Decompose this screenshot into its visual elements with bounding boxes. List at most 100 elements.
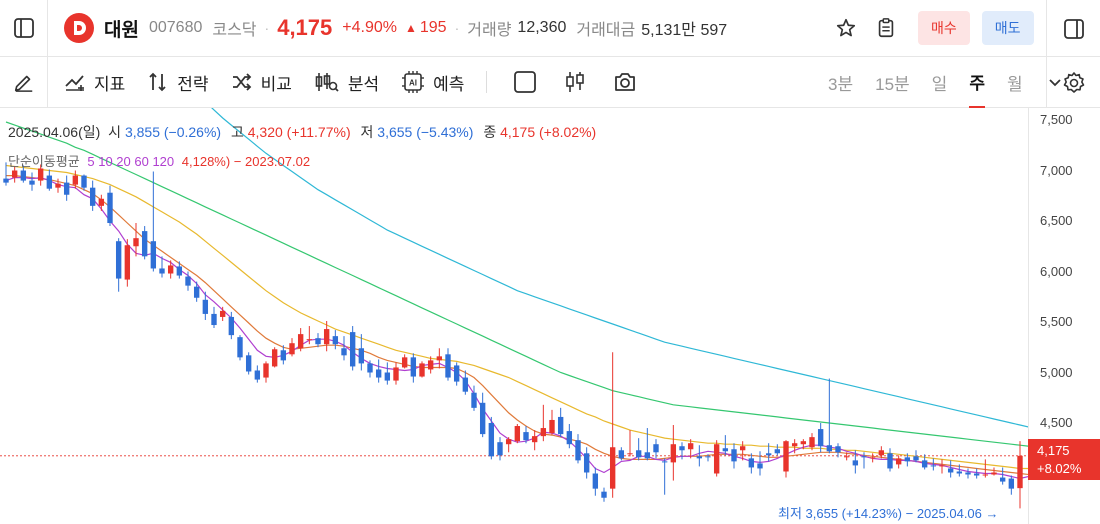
timeframe-week[interactable]: 주 [969,57,985,108]
right-panel-toggle-button[interactable] [1046,0,1100,57]
favorite-button[interactable] [828,10,864,46]
chart-settings-button[interactable] [1046,57,1100,108]
candle [419,361,425,378]
chart-toolbar: 지표 전략 비교 분석 AI 예측 3분 15분 일 [0,56,1100,108]
candle-body [167,265,174,274]
candle [89,180,96,211]
candle-body [774,449,781,454]
candle-body [731,449,737,462]
candle [627,430,633,457]
candle [601,487,607,502]
price-chart[interactable]: 7,500 7,000 6,500 6,000 5,500 5,000 4,500 2025… [0,108,1100,524]
open-value: 3,855 (−0.26%) [124,124,222,140]
chart-square-button[interactable] [507,64,543,100]
analysis-candles-icon [315,73,339,92]
star-icon [836,18,856,37]
candle-body [20,170,27,181]
candle [3,162,9,186]
candle [748,453,755,474]
candle [453,362,460,386]
indicator-tool[interactable]: 지표 [64,70,125,95]
timeframe-day[interactable]: 일 [931,75,948,94]
candle [81,174,87,191]
candle [991,467,997,476]
candle-body [505,439,512,445]
candlestick-chart-svg[interactable] [0,108,1028,524]
screenshot-button[interactable] [607,64,643,100]
indicator-label: 지표 [94,74,126,94]
y-tick-label: 7,500 [1040,112,1073,127]
candle-body [115,241,122,279]
candle-body [133,238,139,247]
candle [185,271,191,291]
timeframe-month[interactable]: 월 [1006,75,1023,94]
candle-body [367,363,373,373]
candle [956,464,963,477]
candle-body [453,365,460,382]
candle [982,459,989,478]
candle [765,443,772,462]
timeframe-3min[interactable]: 3분 [828,75,854,94]
candle-body [887,453,893,469]
sort-arrows-icon [149,72,166,92]
candle-body [635,450,642,458]
lowest-price-annotation: 최저 3,655 (+14.23%) − 2025.04.06 → [778,506,999,521]
candle-body [37,168,44,181]
high-label: 고 [230,124,244,140]
price-tag-change: +8.02% [1037,461,1082,476]
sell-button[interactable]: 매도 [981,11,1034,45]
candle [211,306,217,329]
candle-body [55,183,61,188]
candle [98,194,105,211]
candle-body [627,453,633,455]
candle-body [713,444,720,474]
candle [341,336,347,361]
forecast-tool[interactable]: AI 예측 [401,70,464,95]
candle [150,171,157,272]
sidebar-toggle-button[interactable] [0,0,48,57]
y-tick-label: 7,000 [1040,162,1073,178]
memo-button[interactable] [868,10,904,46]
candle [375,359,382,383]
candlestick-icon [566,72,585,92]
candle [705,454,711,462]
current-price: 4,175 [277,15,333,40]
candle-body [384,372,391,381]
buy-button[interactable]: 매수 [918,11,970,45]
candle [401,354,408,369]
candle-body [393,367,399,381]
candle-body [341,348,347,356]
moving-average-legend[interactable]: 단순이동평균 5 10 20 60 120 4,128%) − 2023.07.… [8,151,310,170]
candle-body [852,460,859,466]
volume-value: 12,360 [517,19,567,36]
candle [783,440,789,478]
low-label: 저 [360,124,374,140]
candle-body [913,456,919,461]
candle [315,333,321,348]
compare-tool[interactable]: 비교 [231,70,292,95]
candle-body [843,456,850,458]
candle [141,226,148,260]
candle [887,448,893,472]
chart-type-button[interactable] [557,64,593,100]
candle-body [497,442,503,456]
candle-body [375,369,382,378]
candle [523,426,529,444]
candle [349,326,356,371]
analysis-tool[interactable]: 분석 [314,70,379,95]
candle [193,281,200,302]
candle-body [514,426,521,442]
strategy-tool[interactable]: 전략 [147,70,209,95]
candle-body [999,477,1006,482]
candle-body [904,457,911,462]
timeframe-dropdown-button[interactable] [1045,65,1065,101]
candle [505,437,512,453]
candle [835,443,841,458]
candle [592,467,599,496]
candle [219,306,226,321]
drawing-tool-button[interactable] [0,56,48,108]
timeframe-15min[interactable]: 15분 [875,75,910,94]
candle-body [46,175,53,189]
candle-body [939,465,945,467]
candle-body [947,468,954,473]
